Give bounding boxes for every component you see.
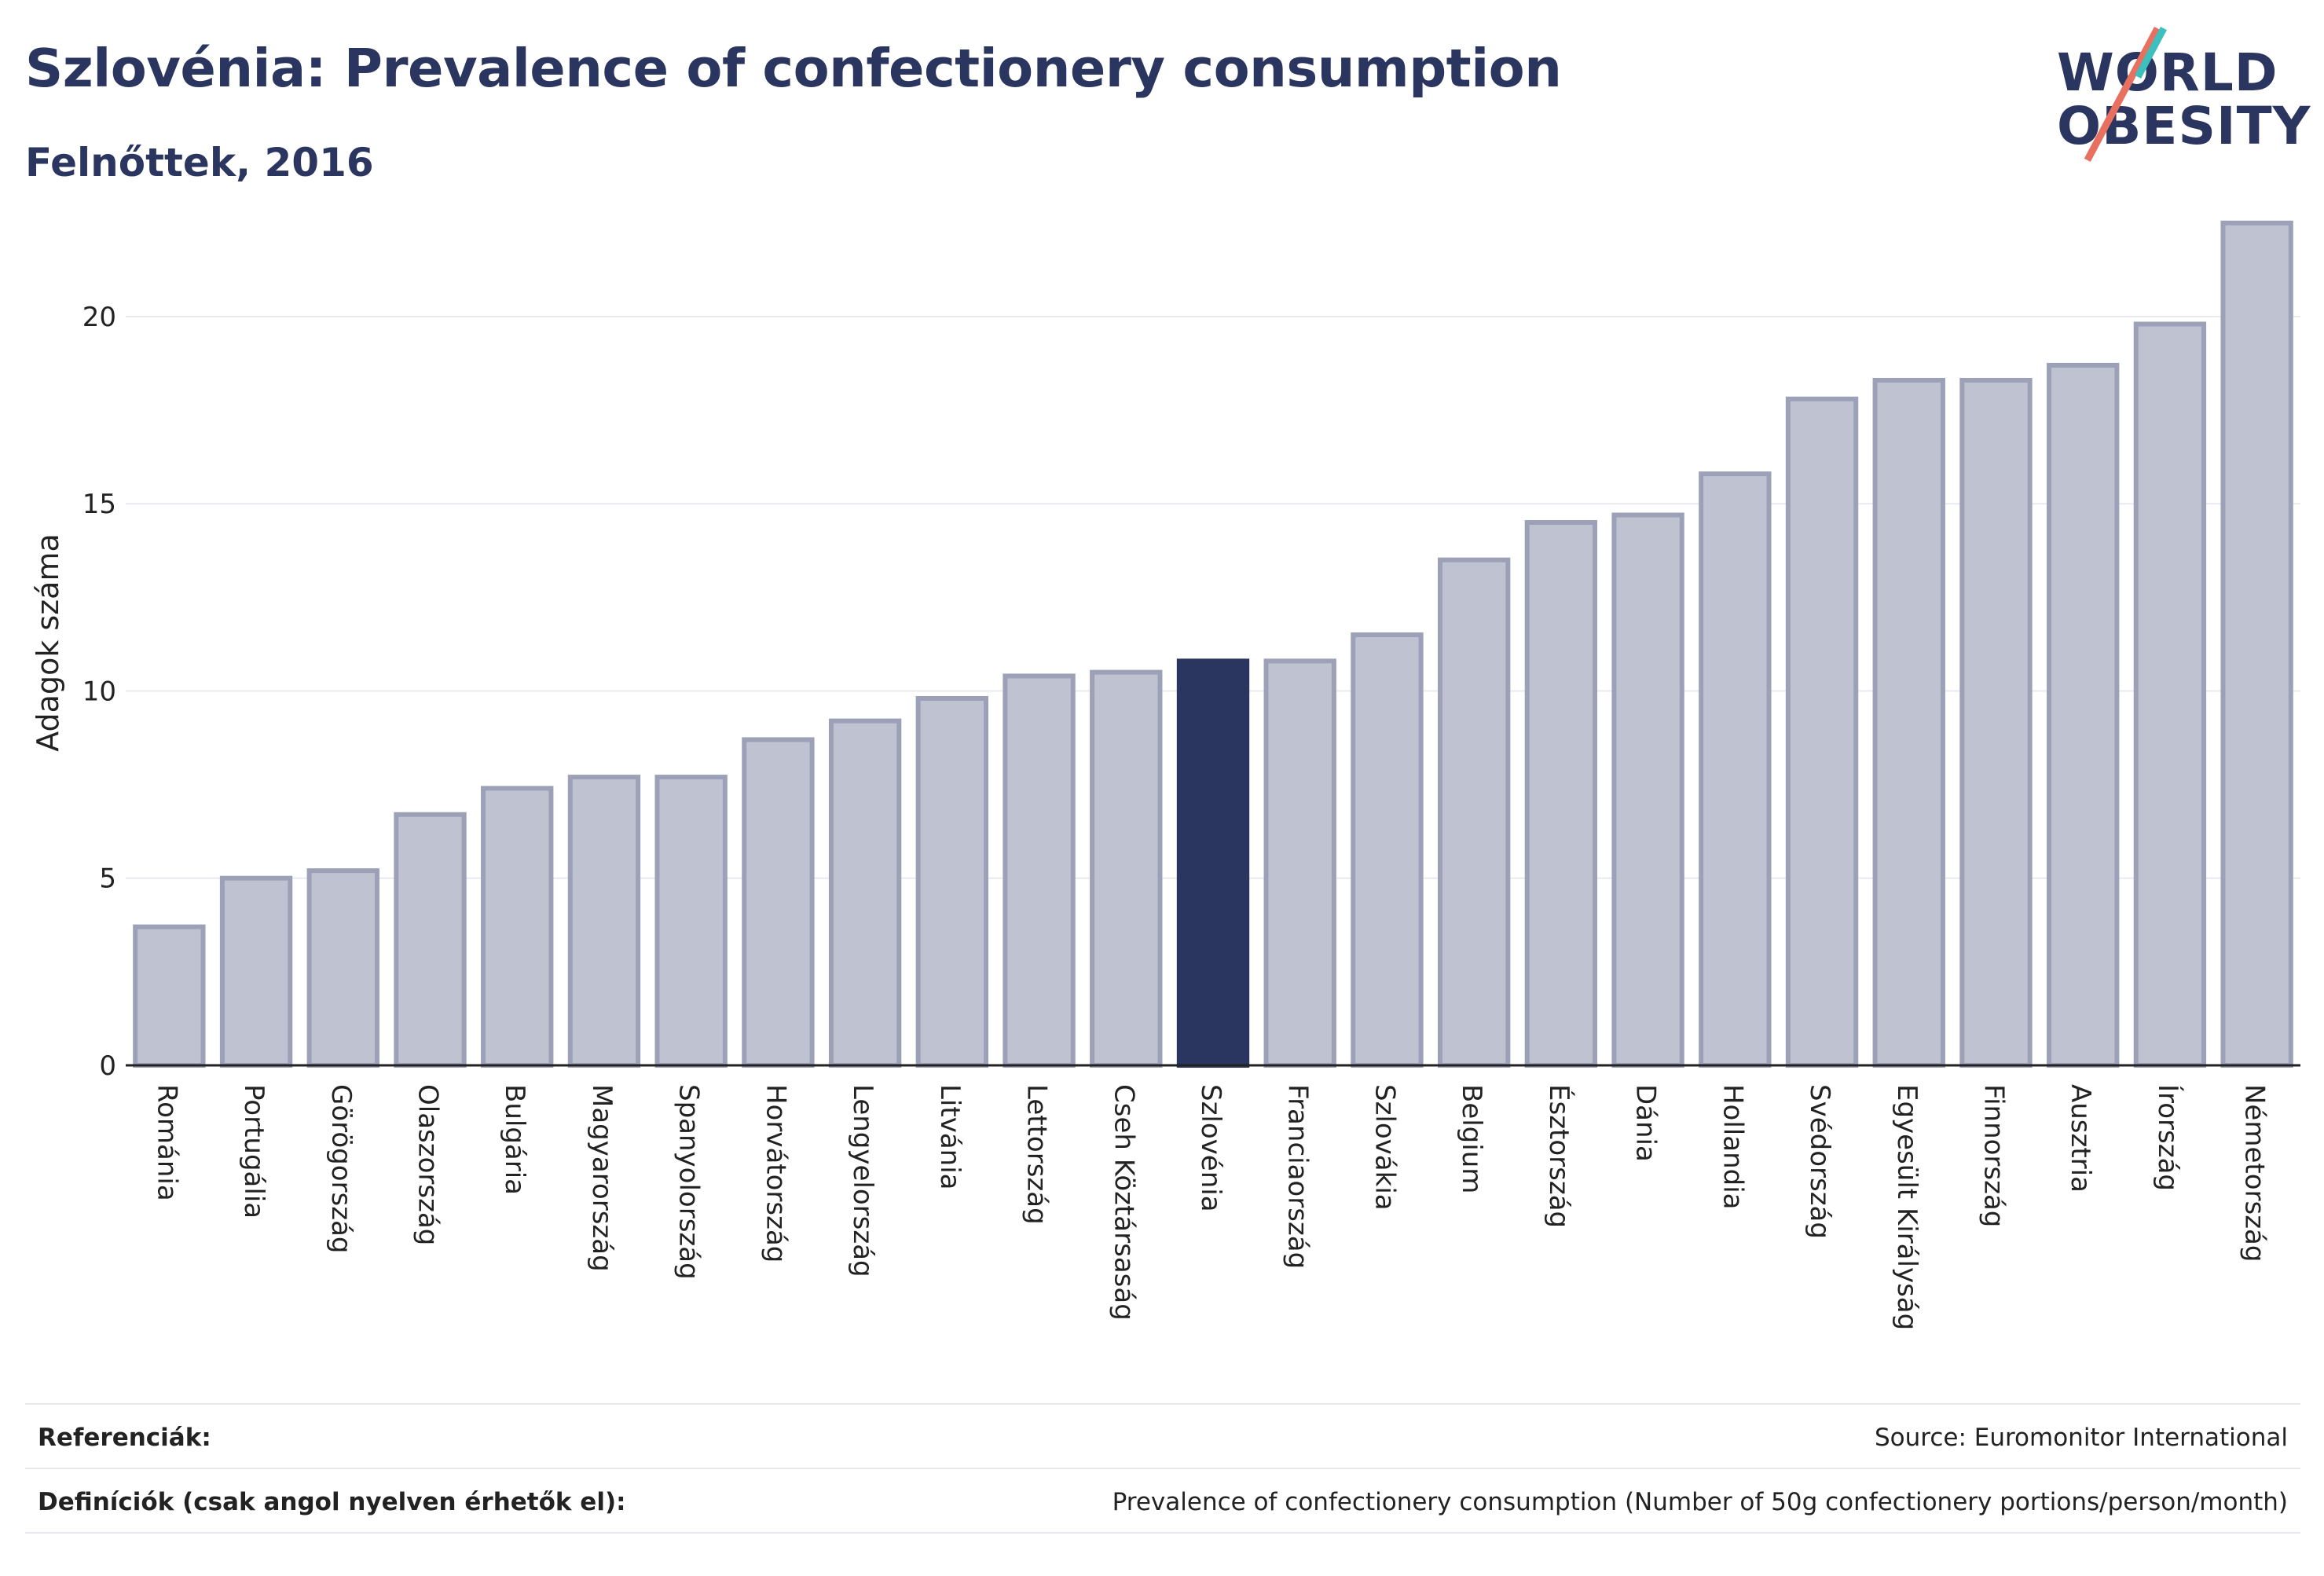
- x-tick-label: Dánia: [1630, 1084, 1662, 1162]
- bar-22[interactable]: [2047, 362, 2120, 1068]
- x-tick-label: Horvátország: [760, 1084, 791, 1263]
- bar-chart: 0 5 10 15 20 Románia Portugália Görögország Ola…: [31, 220, 2300, 1330]
- x-tick-label: Szlovákia: [1369, 1084, 1400, 1211]
- bar-10[interactable]: [1003, 673, 1076, 1068]
- world-obesity-logo[interactable]: WORLD OBESITY: [2043, 27, 2310, 168]
- footer-references-row: Referenciák: Source: Euromonitor Interna…: [25, 1403, 2300, 1469]
- y-tick-label: 10: [82, 676, 116, 707]
- y-tick-label: 5: [99, 863, 116, 895]
- footer-definitions-row: Definíciók (csak angol nyelven érhetők e…: [25, 1468, 2300, 1534]
- logo-line-2: OBESITY: [2057, 96, 2311, 156]
- y-axis-ticks: 0 5 10 15 20: [82, 302, 116, 1082]
- bars: [133, 220, 2293, 1068]
- x-tick-label: Észtország: [1543, 1084, 1575, 1228]
- bar-3[interactable]: [394, 812, 467, 1068]
- y-tick-label: 15: [82, 489, 116, 520]
- footer-bottom-rule: [25, 1532, 2300, 1534]
- x-tick-label: Franciaország: [1282, 1084, 1314, 1269]
- x-tick-label: Belgium: [1456, 1084, 1487, 1193]
- bar-9[interactable]: [915, 696, 989, 1068]
- definitions-label: Definíciók (csak angol nyelven érhetők e…: [38, 1488, 626, 1516]
- bar-23[interactable]: [2133, 321, 2207, 1068]
- bar-14[interactable]: [1351, 632, 1424, 1068]
- x-tick-label: Írország: [2152, 1084, 2184, 1191]
- logo-line-1: WORLD: [2057, 42, 2278, 103]
- y-axis-label: Adagok száma: [31, 533, 65, 752]
- bar-20[interactable]: [1872, 377, 1945, 1068]
- chart-title: Szlovénia: Prevalence of confectionery c…: [25, 38, 1562, 99]
- x-tick-label: Ausztria: [2065, 1084, 2096, 1193]
- bar-11[interactable]: [1090, 669, 1163, 1068]
- chart-subtitle: Felnőttek, 2016: [25, 140, 374, 185]
- bar-12[interactable]: [1176, 658, 1250, 1068]
- x-tick-label: Litvánia: [934, 1084, 966, 1190]
- x-tick-label: Lettország: [1021, 1084, 1053, 1225]
- bar-0[interactable]: [133, 924, 206, 1068]
- x-tick-label: Lengyelország: [847, 1084, 878, 1277]
- x-tick-label: Hollandia: [1717, 1084, 1748, 1210]
- references-value: Source: Euromonitor International: [1874, 1424, 2288, 1452]
- x-tick-label: Szlovénia: [1195, 1084, 1226, 1212]
- bar-8[interactable]: [828, 718, 902, 1068]
- x-tick-label: Egyesült Királyság: [1891, 1084, 1923, 1330]
- bar-17[interactable]: [1611, 512, 1684, 1068]
- definitions-value: Prevalence of confectionery consumption …: [1112, 1488, 2288, 1516]
- x-tick-label: Spanyolország: [673, 1084, 705, 1280]
- bar-16[interactable]: [1524, 520, 1598, 1068]
- bar-21[interactable]: [1959, 377, 2033, 1068]
- bar-5[interactable]: [567, 775, 641, 1068]
- references-label: Referenciák:: [38, 1424, 211, 1452]
- bar-18[interactable]: [1699, 471, 1772, 1068]
- bar-15[interactable]: [1437, 557, 1511, 1068]
- x-tick-label: Portugália: [238, 1084, 269, 1219]
- bar-2[interactable]: [306, 868, 379, 1068]
- x-tick-label: Németország: [2239, 1084, 2271, 1262]
- bar-24[interactable]: [2220, 220, 2293, 1068]
- bar-4[interactable]: [481, 786, 554, 1068]
- x-tick-label: Svédország: [1804, 1084, 1835, 1239]
- x-tick-label: Románia: [151, 1084, 182, 1201]
- y-tick-label: 20: [82, 302, 116, 333]
- x-axis-ticks: Románia Portugália Görögország Olaszország B…: [151, 1084, 2270, 1330]
- x-tick-label: Cseh Köztársaság: [1108, 1084, 1139, 1321]
- bar-7[interactable]: [742, 737, 815, 1068]
- x-tick-label: Olaszország: [412, 1084, 444, 1245]
- x-tick-label: Magyarország: [586, 1084, 618, 1272]
- y-tick-label: 0: [99, 1050, 116, 1082]
- x-tick-label: Bulgária: [499, 1084, 530, 1195]
- bar-6[interactable]: [654, 775, 728, 1068]
- bar-13[interactable]: [1263, 658, 1336, 1068]
- bar-1[interactable]: [219, 875, 293, 1068]
- bar-19[interactable]: [1785, 396, 1859, 1068]
- x-tick-label: Finnország: [1978, 1084, 2009, 1227]
- x-tick-label: Görögország: [325, 1084, 357, 1254]
